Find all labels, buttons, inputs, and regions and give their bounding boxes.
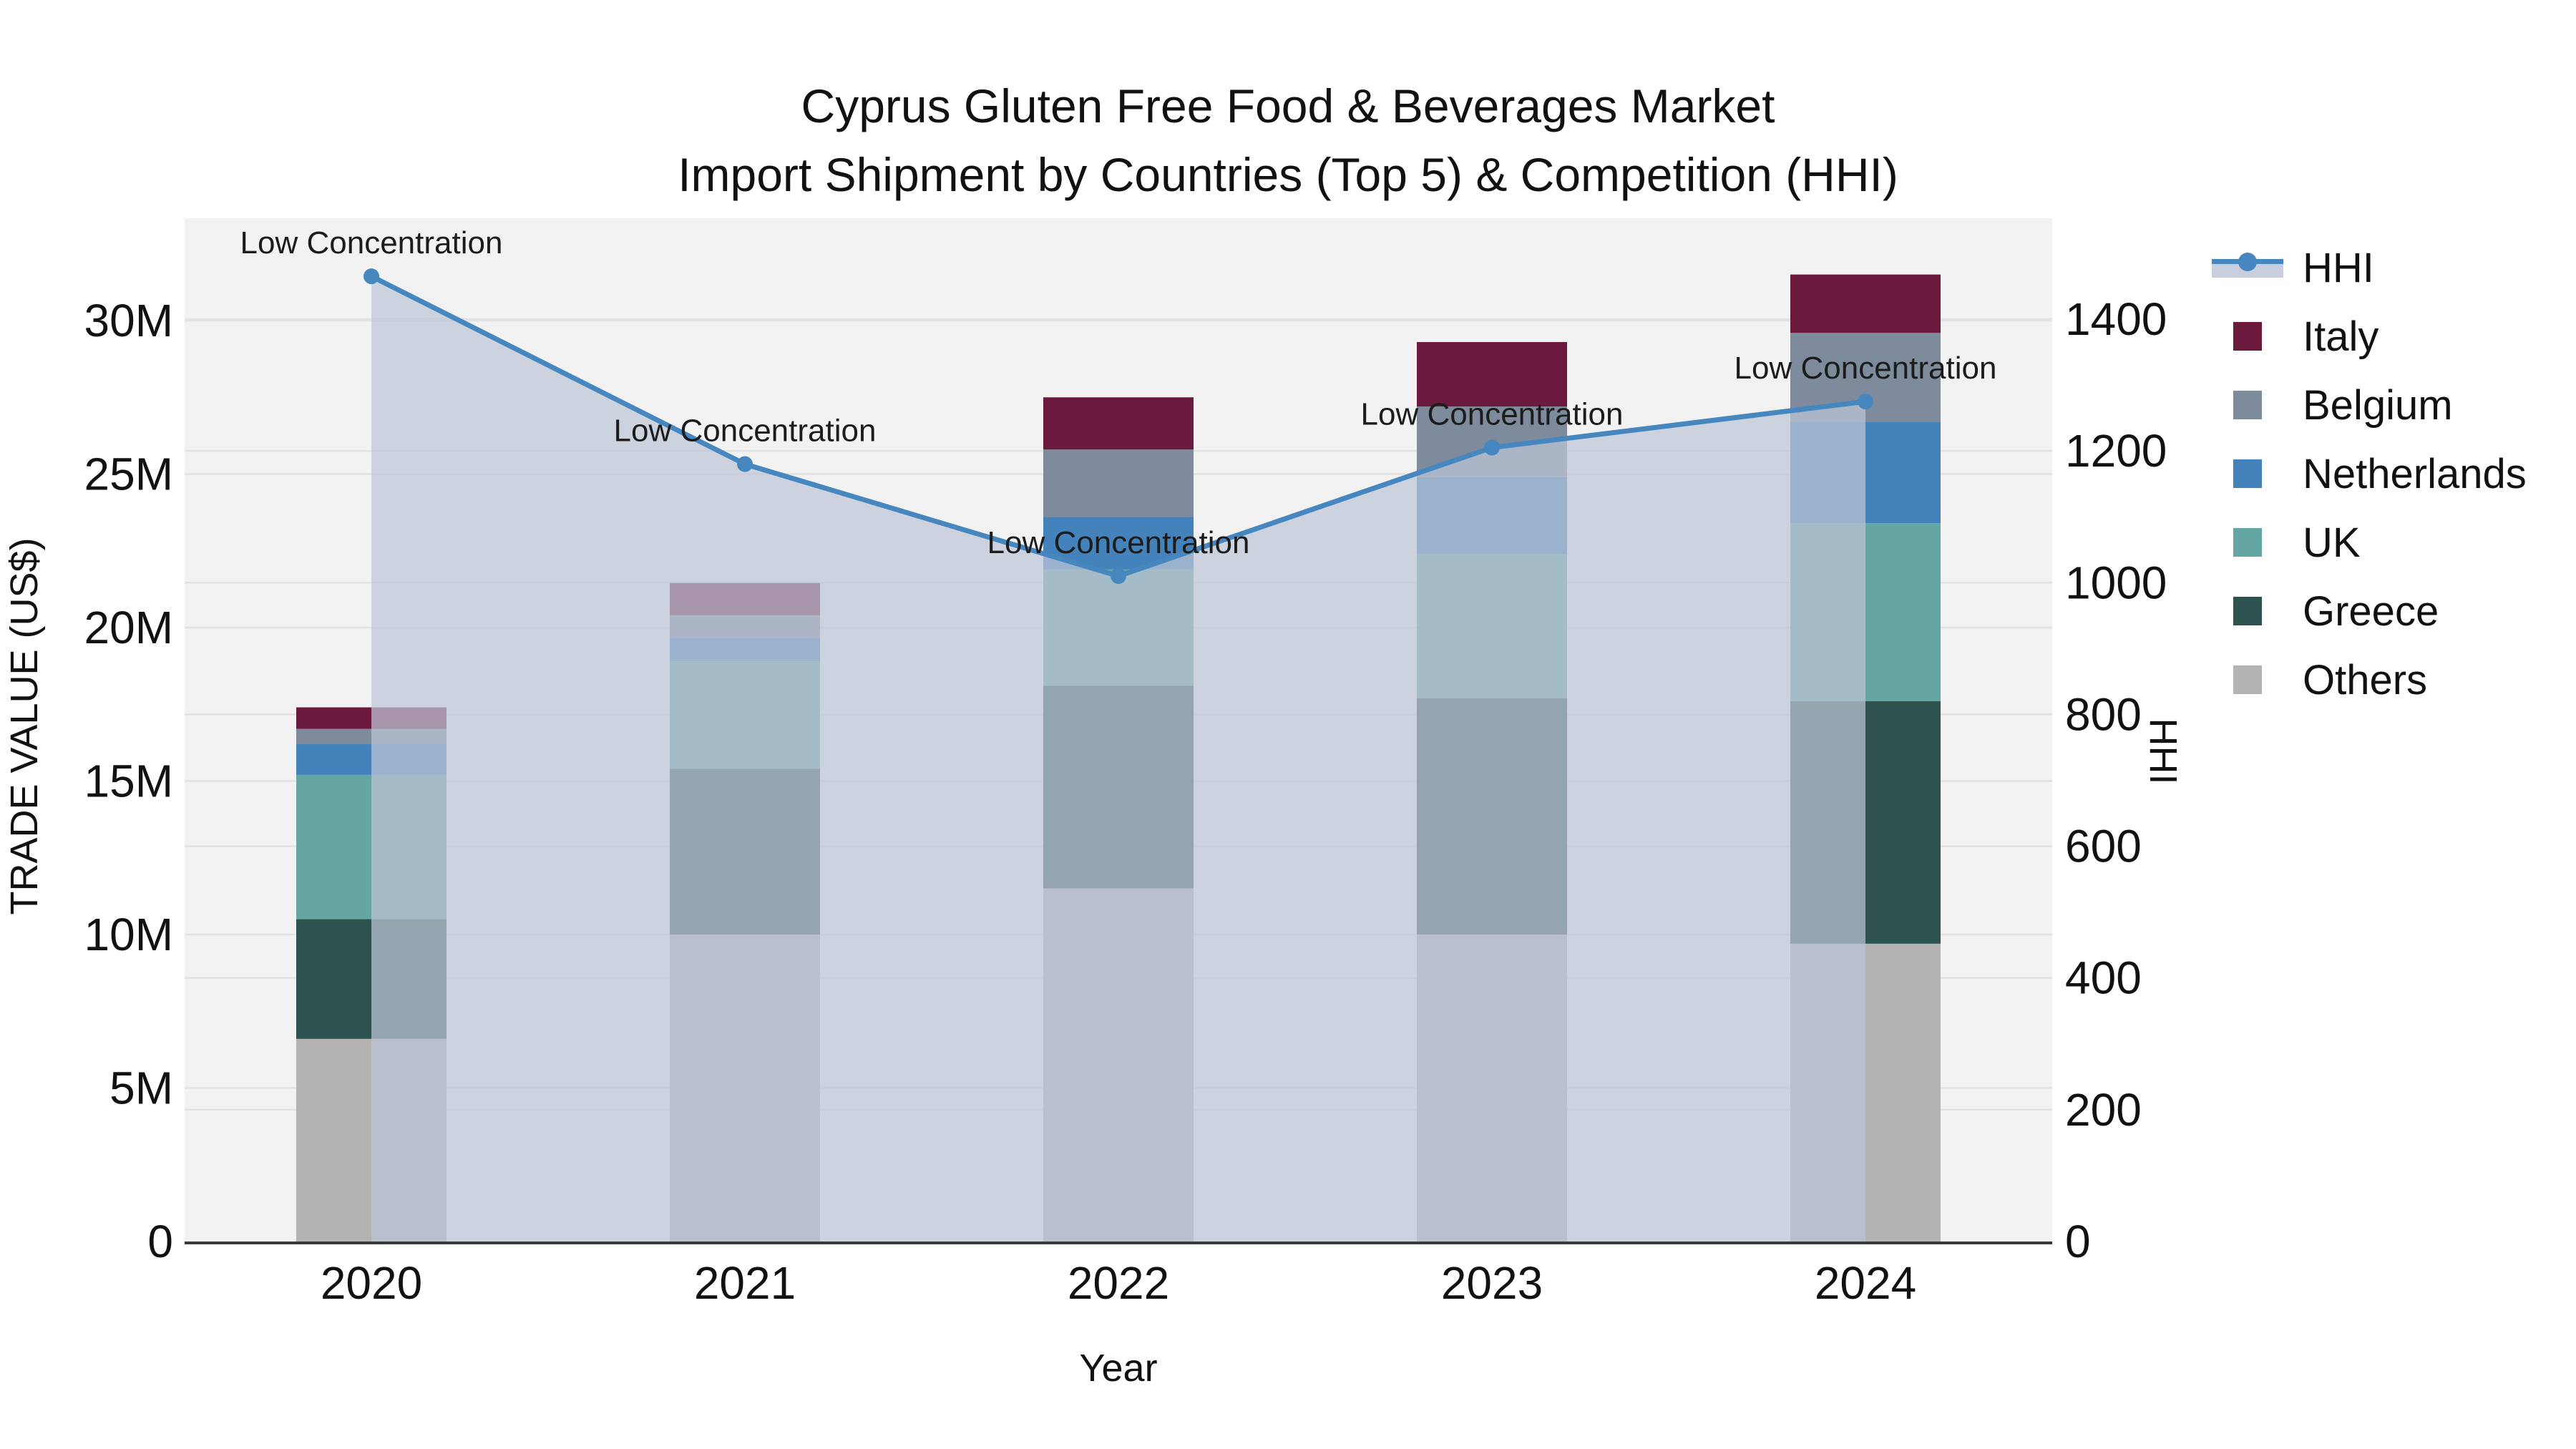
y2-axis-tick-400: 400 [2065, 952, 2142, 1004]
y2-axis-tick-600: 600 [2065, 821, 2142, 872]
bar-segment-belgium-2022[interactable] [1043, 449, 1194, 517]
annotation-low-concentration-2022: Low Concentration [987, 525, 1250, 560]
legend-item-others[interactable]: Others [2208, 645, 2527, 714]
legend-label-italy: Italy [2303, 313, 2379, 360]
y-axis-tick-5M: 5M [109, 1063, 173, 1114]
hhi-marker-2021[interactable] [737, 456, 753, 472]
x-axis-tick-2024: 2024 [1815, 1257, 1916, 1309]
y-axis-tick-10M: 10M [84, 909, 174, 960]
y2-axis-tick-1200: 1200 [2065, 425, 2167, 477]
legend-label-greece: Greece [2303, 587, 2439, 635]
swatch-netherlands [2233, 459, 2262, 488]
hhi-marker-2024[interactable] [1858, 394, 1873, 410]
legend-swatch-netherlands-icon [2208, 459, 2287, 488]
legend-swatch-others-icon [2208, 665, 2287, 694]
swatch-greece [2233, 597, 2262, 625]
y2-axis-tick-1000: 1000 [2065, 557, 2167, 608]
y-axis-tick-30M: 30M [84, 295, 174, 346]
y2-axis-tick-200: 200 [2065, 1084, 2142, 1136]
legend-label-belgium: Belgium [2303, 381, 2453, 429]
legend-label-netherlands: Netherlands [2303, 450, 2527, 497]
x-axis-tick-2021: 2021 [694, 1257, 796, 1309]
bar-segment-italy-2022[interactable] [1043, 397, 1194, 450]
bar-segment-italy-2024[interactable] [1790, 274, 1941, 333]
legend-item-uk[interactable]: UK [2208, 508, 2527, 577]
y-axis-title: TRADE VALUE (US$) [3, 537, 46, 914]
hhi-area-fill [371, 276, 1865, 1241]
legend-swatch-italy-icon [2208, 322, 2287, 351]
legend-swatch-uk-icon [2208, 528, 2287, 557]
hhi-sample [2212, 253, 2283, 280]
chart-title-line1: Cyprus Gluten Free Food & Beverages Mark… [801, 79, 1775, 132]
hhi-marker-2022[interactable] [1111, 568, 1126, 585]
y-axis-tick-25M: 25M [84, 449, 174, 500]
legend-item-belgium[interactable]: Belgium [2208, 371, 2527, 439]
legend-label-others: Others [2303, 656, 2428, 703]
hhi-marker-2023[interactable] [1484, 439, 1500, 456]
swatch-others [2233, 665, 2262, 694]
legend-swatch-greece-icon [2208, 597, 2287, 625]
y-axis-tick-0: 0 [147, 1216, 173, 1267]
legend-swatch-belgium-icon [2208, 391, 2287, 419]
legend-label-hhi: HHI [2303, 244, 2374, 291]
y2-axis-tick-800: 800 [2065, 688, 2142, 740]
y2-axis-title: HHI [2142, 718, 2185, 785]
y-axis-tick-15M: 15M [84, 756, 174, 807]
annotation-low-concentration-2021: Low Concentration [614, 414, 877, 449]
legend-item-hhi[interactable]: HHI [2208, 233, 2527, 302]
legend-item-greece[interactable]: Greece [2208, 577, 2527, 645]
legend: HHI Italy Belgium Netherlands UK Greece Others [2208, 233, 2527, 714]
swatch-uk [2233, 528, 2262, 557]
x-axis-title: Year [1079, 1347, 1157, 1390]
hhi-line-legend-icon [2208, 253, 2287, 280]
x-axis-tick-2020: 2020 [321, 1257, 422, 1309]
annotation-low-concentration-2024: Low Concentration [1735, 351, 1997, 386]
bar-segment-italy-2023[interactable] [1417, 342, 1567, 407]
x-axis-tick-2022: 2022 [1068, 1257, 1169, 1309]
y2-axis-tick-0: 0 [2065, 1216, 2091, 1267]
annotation-low-concentration-2020: Low Concentration [240, 225, 503, 260]
annotation-low-concentration-2023: Low Concentration [1361, 397, 1624, 432]
swatch-belgium [2233, 391, 2262, 419]
chart-title-line2: Import Shipment by Countries (Top 5) & C… [678, 148, 1898, 201]
legend-label-uk: UK [2303, 519, 2361, 566]
chart-title: Cyprus Gluten Free Food & Beverages Mark… [0, 72, 2576, 209]
legend-item-italy[interactable]: Italy [2208, 302, 2527, 371]
legend-item-netherlands[interactable]: Netherlands [2208, 439, 2527, 508]
hhi-marker-sample [2238, 253, 2257, 271]
swatch-italy [2233, 322, 2262, 351]
y-axis-tick-20M: 20M [84, 602, 174, 653]
x-axis-tick-2023: 2023 [1441, 1257, 1543, 1309]
hhi-marker-2020[interactable] [364, 268, 379, 285]
y2-axis-tick-1400: 1400 [2065, 293, 2167, 345]
